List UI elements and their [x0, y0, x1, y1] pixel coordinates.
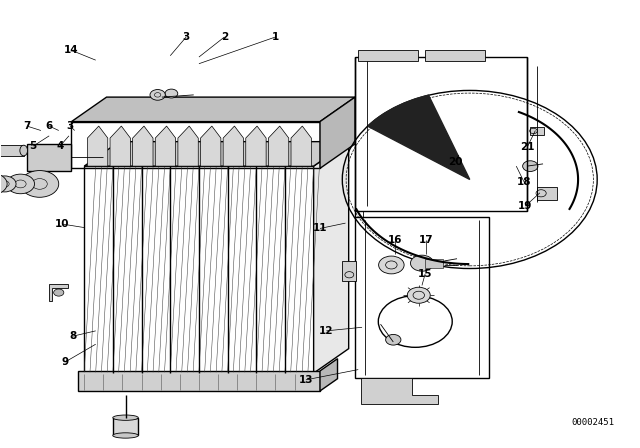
Polygon shape: [84, 142, 349, 166]
Polygon shape: [268, 126, 289, 166]
Polygon shape: [291, 126, 312, 166]
Polygon shape: [132, 126, 153, 166]
Polygon shape: [223, 126, 243, 166]
Text: 13: 13: [299, 375, 313, 385]
Circle shape: [6, 174, 35, 194]
Text: 4: 4: [56, 141, 64, 151]
Circle shape: [379, 256, 404, 274]
Text: 2: 2: [221, 32, 228, 42]
Circle shape: [54, 289, 64, 296]
Text: 6: 6: [45, 121, 53, 131]
Polygon shape: [88, 126, 108, 166]
Text: 14: 14: [64, 45, 79, 56]
Bar: [537, 187, 557, 199]
Polygon shape: [314, 142, 349, 373]
Polygon shape: [320, 359, 337, 391]
Ellipse shape: [113, 415, 138, 420]
Circle shape: [407, 287, 430, 303]
Text: 12: 12: [319, 326, 333, 336]
Polygon shape: [156, 126, 175, 166]
Text: 3: 3: [67, 121, 74, 131]
Bar: [425, 259, 443, 267]
Text: 15: 15: [418, 269, 433, 279]
Circle shape: [150, 90, 165, 100]
Text: 18: 18: [516, 177, 531, 187]
Polygon shape: [362, 378, 438, 404]
Text: 8: 8: [69, 331, 76, 341]
Circle shape: [410, 255, 433, 271]
Polygon shape: [72, 97, 355, 121]
Bar: [27, 144, 72, 171]
Text: 20: 20: [448, 157, 462, 167]
Circle shape: [165, 89, 178, 98]
Text: 16: 16: [388, 235, 403, 245]
Circle shape: [0, 173, 7, 194]
Bar: [531, 127, 544, 135]
Text: 11: 11: [313, 224, 327, 233]
Ellipse shape: [113, 433, 138, 438]
Circle shape: [523, 161, 538, 172]
Bar: [425, 50, 485, 61]
Polygon shape: [78, 371, 320, 391]
Bar: [358, 50, 419, 61]
Bar: [355, 217, 489, 378]
Text: 9: 9: [61, 357, 68, 367]
Polygon shape: [320, 97, 355, 168]
Text: 1: 1: [272, 32, 279, 42]
Polygon shape: [49, 284, 68, 302]
Circle shape: [386, 334, 401, 345]
Circle shape: [0, 176, 16, 192]
Text: 00002451: 00002451: [572, 418, 614, 426]
Bar: [0, 145, 24, 156]
Polygon shape: [178, 126, 198, 166]
Bar: [342, 261, 356, 281]
Polygon shape: [246, 126, 266, 166]
Text: 7: 7: [23, 121, 31, 131]
Circle shape: [20, 171, 59, 197]
Ellipse shape: [20, 145, 28, 156]
Polygon shape: [110, 126, 131, 166]
Text: 5: 5: [29, 141, 37, 151]
Text: 17: 17: [419, 235, 433, 245]
Text: 3: 3: [182, 32, 190, 42]
Text: 21: 21: [520, 142, 534, 152]
Text: 19: 19: [518, 201, 532, 211]
Polygon shape: [113, 418, 138, 435]
Polygon shape: [200, 126, 221, 166]
Text: 10: 10: [54, 219, 69, 229]
Polygon shape: [367, 95, 470, 180]
